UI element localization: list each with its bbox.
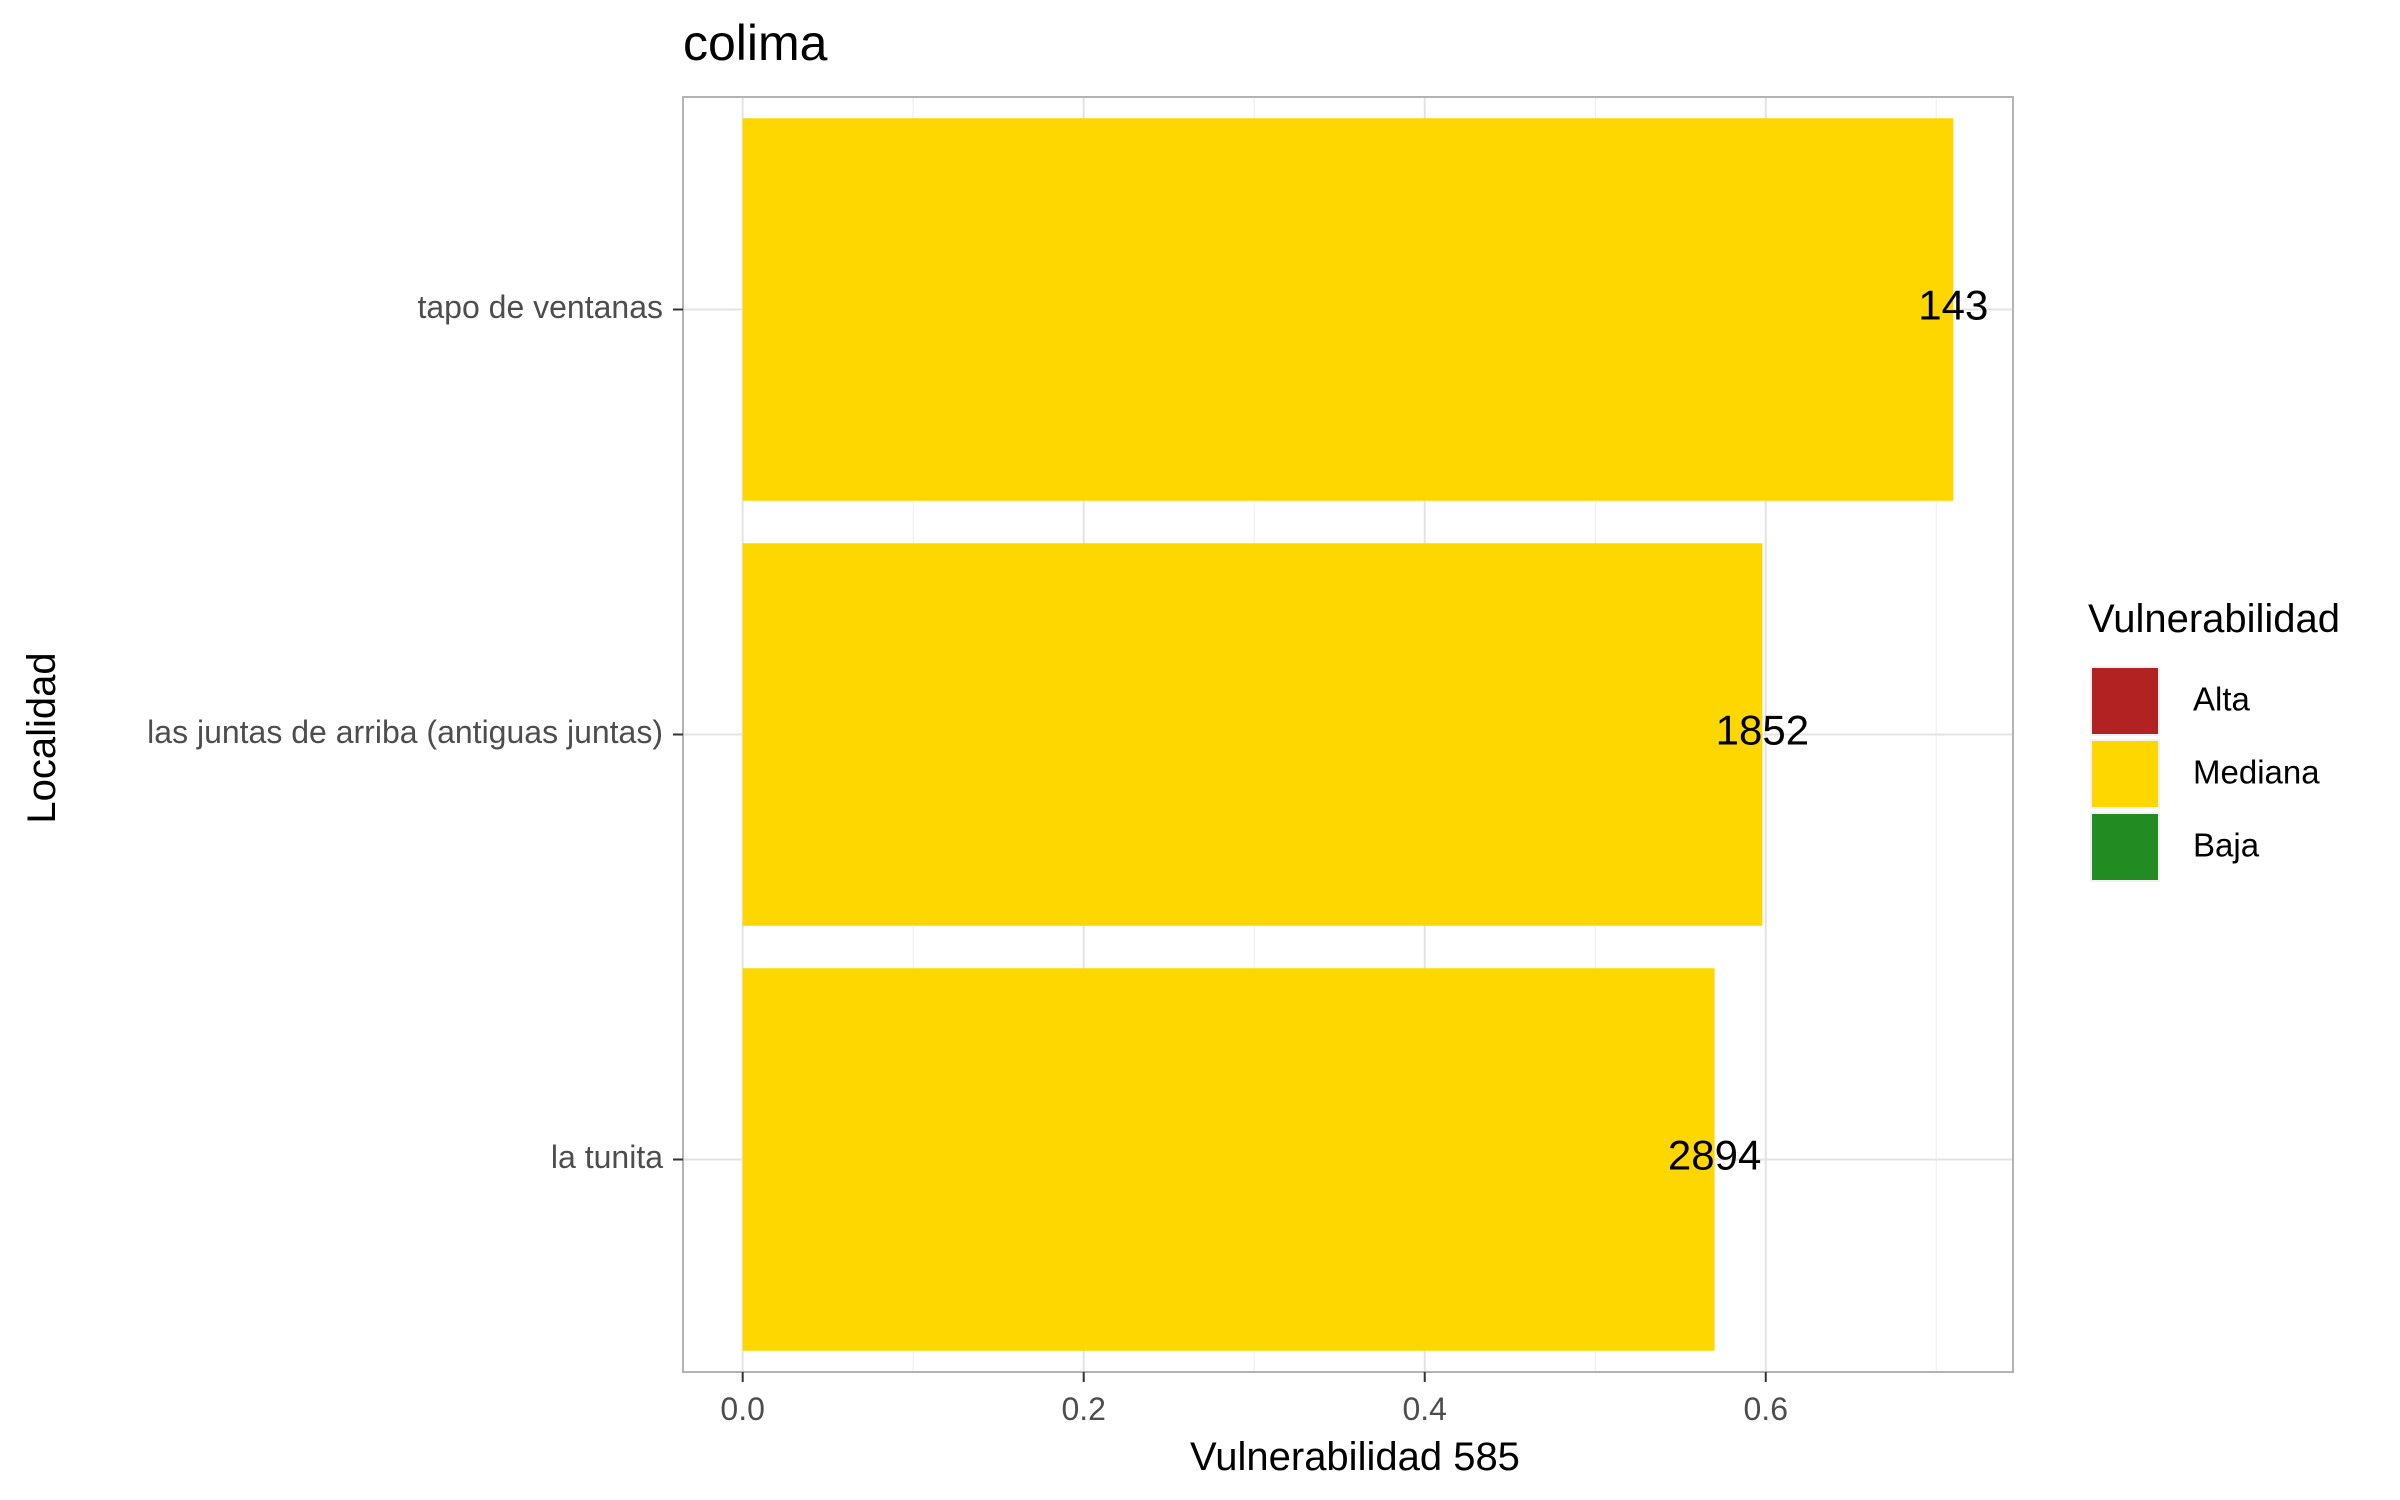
legend-label: Alta [2193,681,2251,718]
data-label: 1852 [1716,707,1809,754]
legend-swatch [2092,668,2158,734]
legend-items: Alta Mediana Baja [2090,666,2320,882]
bars [742,118,1954,1351]
x-tick-label: 0.0 [720,1391,764,1427]
data-label: 143 [1918,282,1988,329]
bar [742,543,1763,926]
y-axis: tapo de ventanas las juntas de arriba (an… [147,289,683,1175]
legend-swatch [2092,741,2158,807]
x-axis: 0.0 0.2 0.4 0.6 [720,1372,1788,1427]
bar [742,118,1954,501]
y-tick-label: las juntas de arriba (antiguas juntas) [147,714,663,750]
chart-title: colima [683,15,828,71]
y-tick-label: la tunita [551,1139,663,1175]
x-tick-label: 0.2 [1061,1391,1105,1427]
x-tick-label: 0.6 [1744,1391,1788,1427]
legend-swatch [2092,814,2158,880]
x-axis-title: Vulnerabilidad 585 [1190,1435,1520,1479]
data-labels: 143 1852 2894 [1668,282,1988,1179]
legend-label: Mediana [2193,754,2320,791]
data-label: 2894 [1668,1132,1761,1179]
y-tick-label: tapo de ventanas [417,289,663,325]
legend-label: Baja [2193,827,2260,864]
legend: Vulnerabilidad Alta Mediana Baja [2088,597,2340,882]
bar [742,968,1715,1351]
legend-title: Vulnerabilidad [2088,597,2340,641]
x-tick-label: 0.4 [1402,1391,1446,1427]
y-axis-title: Localidad [20,652,64,823]
